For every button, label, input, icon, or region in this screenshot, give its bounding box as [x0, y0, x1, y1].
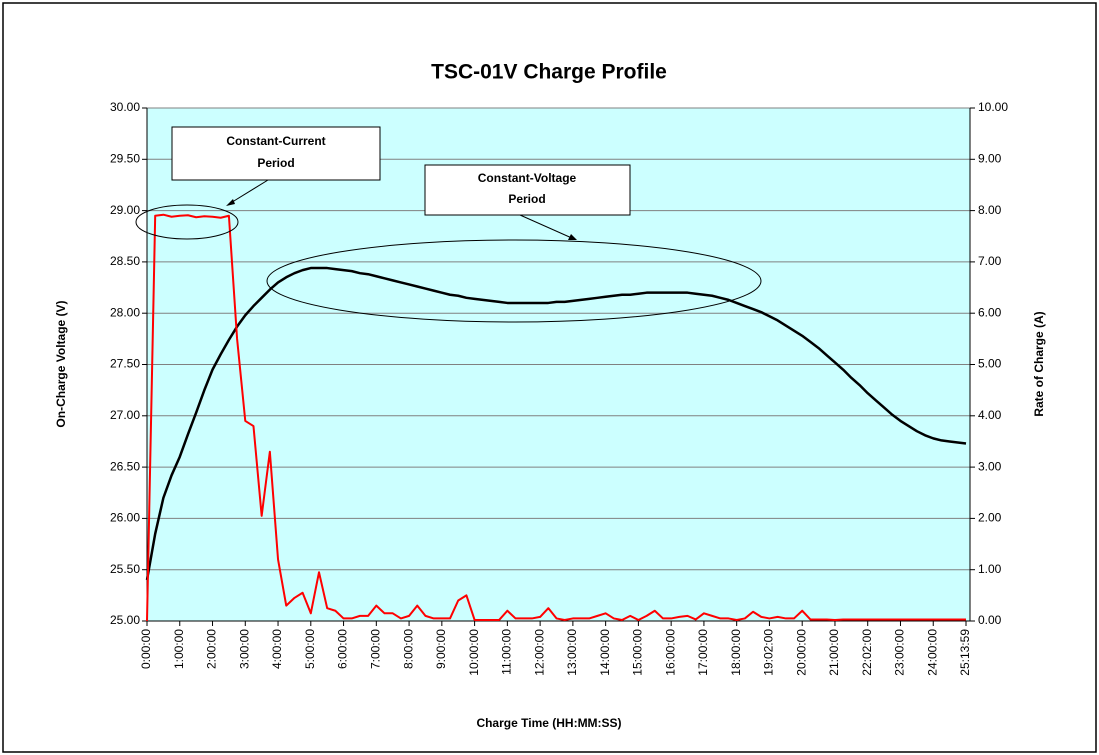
x-tick-label: 19:02:00	[762, 629, 776, 676]
y-tick-label: 25.00	[110, 613, 140, 627]
x-tick-label: 20:00:00	[794, 629, 808, 676]
x-tick-label: 25:13:59	[958, 629, 972, 676]
series-group	[145, 213, 967, 622]
x-tick-label: 7:00:00	[368, 629, 382, 669]
annotation-arrow	[519, 214, 575, 240]
x-tick-label: 22:02:00	[860, 629, 874, 676]
annotation-arrow	[228, 179, 269, 205]
x-tick-label: 1:00:00	[172, 629, 186, 669]
x-tick-label: 10:00:00	[467, 629, 481, 676]
x-tick-label: 3:00:00	[237, 629, 251, 669]
y-tick-label: 28.00	[110, 305, 140, 319]
y2-tick-label: 1.00	[978, 562, 1002, 576]
x-tick-label: 11:00:00	[500, 629, 514, 675]
y-tick-label: 27.50	[110, 357, 140, 371]
y2-tick-label: 4.00	[978, 408, 1002, 422]
y-tick-label: 25.50	[110, 562, 140, 576]
grid	[142, 107, 975, 626]
x-tick-label: 4:00:00	[270, 629, 284, 669]
annotation-text: Constant-Voltage	[478, 171, 577, 185]
series-line	[145, 266, 967, 581]
y-tick-label: 27.00	[110, 408, 140, 422]
y-tick-label: 30.00	[110, 100, 140, 114]
y2-tick-label: 10.00	[978, 100, 1008, 114]
y2-tick-label: 9.00	[978, 151, 1002, 165]
x-tick-label: 16:00:00	[663, 629, 677, 676]
x-tick-label: 15:00:00	[631, 629, 645, 676]
y2-tick-label: 0.00	[978, 613, 1002, 627]
x-tick-label: 12:00:00	[532, 629, 546, 676]
y-axis-label: On-Charge Voltage (V)	[54, 300, 68, 427]
x-tick-label: 0:00:00	[139, 629, 153, 669]
annotation-text: Period	[508, 192, 545, 206]
x-tick-label: 13:00:00	[565, 629, 579, 676]
y2-tick-label: 2.00	[978, 511, 1002, 525]
x-tick-label: 6:00:00	[336, 629, 350, 669]
x-tick-label: 23:00:00	[893, 629, 907, 676]
x-tick-label: 5:00:00	[303, 629, 317, 669]
y-tick-label: 26.00	[110, 511, 140, 525]
x-axis-label: Charge Time (HH:MM:SS)	[476, 716, 621, 730]
y-tick-label: 26.50	[110, 459, 140, 473]
y-tick-label: 28.50	[110, 254, 140, 268]
x-tick-label: 17:00:00	[696, 629, 710, 676]
y2-tick-label: 7.00	[978, 254, 1002, 268]
x-tick-label: 18:00:00	[729, 629, 743, 676]
series-line	[146, 213, 966, 622]
y2-tick-label: 6.00	[978, 305, 1002, 319]
annotations: Constant-Current Period Constant-Voltage…	[135, 126, 762, 323]
x-tick-label: 2:00:00	[205, 629, 219, 669]
x-tick-label: 8:00:00	[401, 629, 415, 669]
y2-axis-label: Rate of Charge (A)	[1032, 311, 1046, 416]
chart-title: TSC-01V Charge Profile	[431, 61, 667, 84]
arrow-head	[568, 234, 577, 240]
y2-tick-label: 5.00	[978, 357, 1002, 371]
y-tick-label: 29.00	[110, 203, 140, 217]
annotation-text: Period	[257, 156, 294, 170]
arrow-head	[226, 199, 235, 206]
annotation-text: Constant-Current	[226, 134, 325, 148]
x-tick-label: 9:00:00	[434, 629, 448, 669]
x-tick-label: 21:00:00	[827, 629, 841, 676]
callout-ellipse	[135, 204, 239, 240]
annotation-box	[171, 126, 381, 181]
y2-tick-label: 3.00	[978, 459, 1002, 473]
x-tick-label: 14:00:00	[598, 629, 612, 676]
annotation-box	[424, 164, 631, 216]
callout-ellipse	[266, 239, 762, 323]
y2-tick-label: 8.00	[978, 203, 1002, 217]
y-tick-label: 29.50	[110, 151, 140, 165]
x-tick-label: 24:00:00	[925, 629, 939, 676]
